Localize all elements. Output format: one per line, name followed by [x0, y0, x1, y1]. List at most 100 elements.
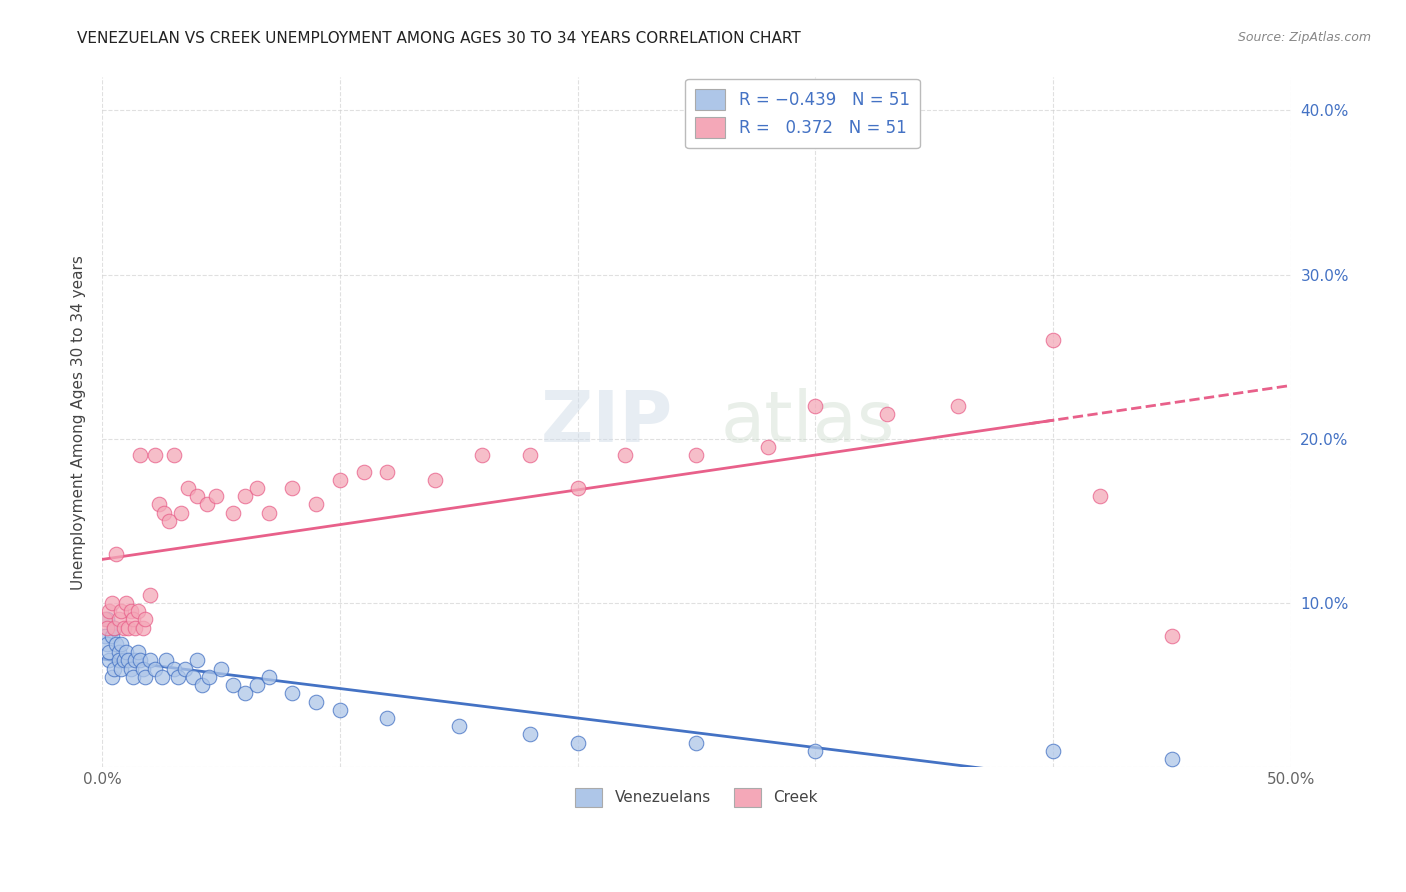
Point — [96, 621, 118, 635]
Point — [305, 694, 328, 708]
Point — [103, 621, 125, 635]
Point — [198, 670, 221, 684]
Point — [108, 653, 131, 667]
Point — [222, 678, 245, 692]
Point — [157, 514, 180, 528]
Point — [100, 629, 122, 643]
Point — [876, 407, 898, 421]
Point — [93, 629, 115, 643]
Point — [305, 498, 328, 512]
Point — [177, 481, 200, 495]
Point — [423, 473, 446, 487]
Point — [108, 612, 131, 626]
Point — [519, 448, 541, 462]
Point — [122, 612, 145, 626]
Point — [127, 645, 149, 659]
Point — [120, 662, 142, 676]
Text: Source: ZipAtlas.com: Source: ZipAtlas.com — [1237, 31, 1371, 45]
Point — [377, 465, 399, 479]
Point — [246, 481, 269, 495]
Point — [447, 719, 470, 733]
Point — [567, 736, 589, 750]
Legend: Venezuelans, Creek: Venezuelans, Creek — [567, 780, 825, 814]
Point — [115, 645, 138, 659]
Point — [946, 399, 969, 413]
Y-axis label: Unemployment Among Ages 30 to 34 years: Unemployment Among Ages 30 to 34 years — [72, 255, 86, 590]
Point — [281, 686, 304, 700]
Point — [129, 448, 152, 462]
Point — [614, 448, 637, 462]
Point — [150, 670, 173, 684]
Point — [257, 506, 280, 520]
Point — [377, 711, 399, 725]
Point — [155, 653, 177, 667]
Point — [353, 465, 375, 479]
Point — [186, 489, 208, 503]
Point — [93, 612, 115, 626]
Point — [117, 621, 139, 635]
Text: VENEZUELAN VS CREEK UNEMPLOYMENT AMONG AGES 30 TO 34 YEARS CORRELATION CHART: VENEZUELAN VS CREEK UNEMPLOYMENT AMONG A… — [77, 31, 801, 46]
Point — [134, 670, 156, 684]
Point — [110, 662, 132, 676]
Point — [519, 727, 541, 741]
Point — [120, 604, 142, 618]
Point — [143, 448, 166, 462]
Point — [98, 645, 121, 659]
Point — [117, 653, 139, 667]
Point — [169, 506, 191, 520]
Point — [112, 621, 135, 635]
Point — [105, 637, 128, 651]
Point — [756, 440, 779, 454]
Point — [115, 596, 138, 610]
Point — [153, 506, 176, 520]
Point — [124, 621, 146, 635]
Point — [329, 473, 352, 487]
Point — [162, 448, 184, 462]
Point — [110, 604, 132, 618]
Point — [174, 662, 197, 676]
Point — [96, 612, 118, 626]
Point — [567, 481, 589, 495]
Point — [1090, 489, 1112, 503]
Point — [134, 612, 156, 626]
Point — [105, 547, 128, 561]
Point — [257, 670, 280, 684]
Point — [186, 653, 208, 667]
Point — [685, 736, 707, 750]
Point — [96, 637, 118, 651]
Point — [167, 670, 190, 684]
Point — [131, 621, 153, 635]
Point — [281, 481, 304, 495]
Point — [804, 744, 827, 758]
Point — [100, 596, 122, 610]
Point — [98, 653, 121, 667]
Point — [246, 678, 269, 692]
Point — [100, 670, 122, 684]
Point — [209, 662, 232, 676]
Point — [108, 645, 131, 659]
Point — [471, 448, 494, 462]
Point — [162, 662, 184, 676]
Text: atlas: atlas — [720, 388, 894, 457]
Point — [205, 489, 228, 503]
Point — [329, 703, 352, 717]
Point — [233, 489, 256, 503]
Point — [148, 498, 170, 512]
Point — [233, 686, 256, 700]
Point — [98, 604, 121, 618]
Point — [804, 399, 827, 413]
Point — [103, 662, 125, 676]
Point — [1160, 752, 1182, 766]
Point — [131, 662, 153, 676]
Point — [1160, 629, 1182, 643]
Point — [222, 506, 245, 520]
Point — [139, 588, 162, 602]
Point — [124, 653, 146, 667]
Point — [127, 604, 149, 618]
Point — [1042, 333, 1064, 347]
Point — [139, 653, 162, 667]
Point — [191, 678, 214, 692]
Point — [195, 498, 218, 512]
Point — [1042, 744, 1064, 758]
Point — [112, 653, 135, 667]
